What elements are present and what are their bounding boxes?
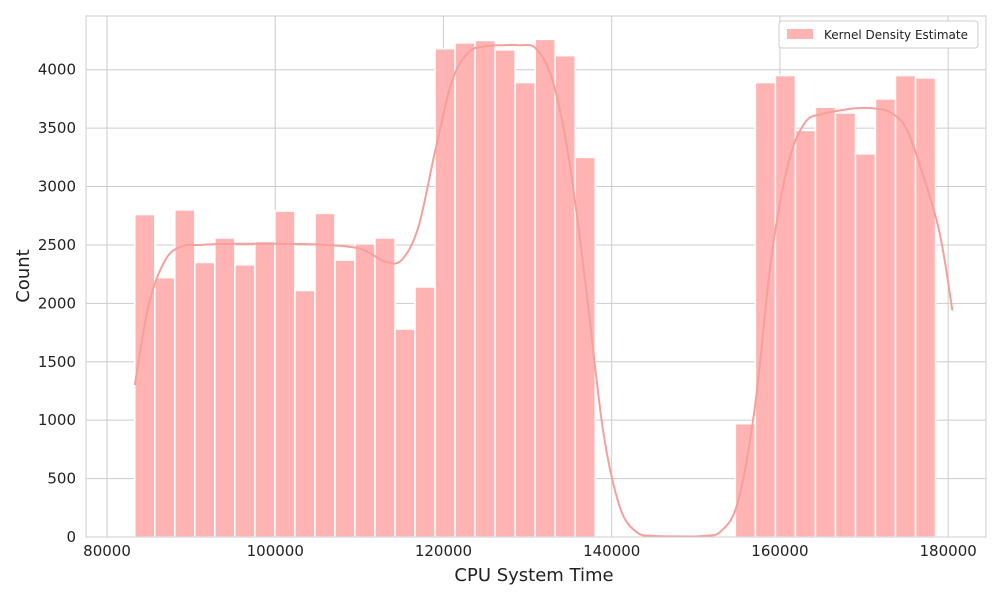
y-tick-label: 2000	[38, 294, 76, 312]
histogram-bar	[334, 259, 356, 538]
legend-box	[778, 20, 979, 49]
histogram-bar	[174, 209, 196, 538]
x-tick-labels: 80000 100000 120000 140000 160000 180000	[83, 542, 977, 560]
y-tick-label: 3500	[38, 119, 76, 137]
histogram-bar	[554, 54, 576, 538]
legend: Kernel Density Estimate	[778, 20, 979, 49]
x-axis-label: CPU System Time	[454, 565, 613, 586]
histogram-bar	[494, 49, 516, 538]
histogram-bar	[394, 328, 416, 538]
histogram-bar	[734, 422, 757, 538]
y-tick-label: 1000	[38, 411, 76, 429]
histogram-bar	[314, 212, 336, 538]
x-tick-label: 100000	[247, 542, 304, 560]
histogram-bar	[374, 237, 396, 538]
y-tick-label: 4000	[38, 61, 76, 79]
x-tick-label: 80000	[83, 542, 131, 560]
y-tick-label: 3000	[38, 178, 76, 196]
histogram-bar	[474, 39, 496, 538]
histogram-bar	[534, 38, 556, 538]
histogram-bar	[774, 74, 797, 538]
y-tick-label: 500	[47, 470, 76, 488]
histogram-bar	[874, 98, 897, 538]
histogram-bar	[514, 81, 536, 538]
kde-curve	[133, 43, 954, 538]
y-tick-label: 1500	[38, 353, 76, 371]
histogram-bar	[434, 47, 456, 538]
histogram-bar	[454, 42, 476, 538]
x-tick-label: 120000	[415, 542, 472, 560]
y-tick-label: 2500	[38, 236, 76, 254]
histogram-bar	[154, 276, 176, 538]
plot-frame	[85, 15, 987, 538]
y-axis-label: Count	[13, 249, 34, 302]
histogram-bar	[134, 213, 156, 538]
y-tick-labels: 0 500 1000 1500 2000 2500 3000 3500 4000	[38, 61, 76, 546]
legend-swatch	[787, 29, 813, 39]
histogram-bar	[794, 129, 817, 538]
y-tick-label: 0	[66, 528, 76, 546]
histogram-bar	[234, 264, 256, 538]
histogram-bar	[194, 261, 216, 538]
plot-border	[85, 15, 987, 538]
histogram-bars	[134, 38, 937, 538]
histogram-bar	[254, 240, 276, 538]
histogram-bar	[854, 153, 877, 538]
histogram-bar	[214, 237, 236, 538]
histogram-bar	[294, 289, 316, 538]
histogram-bar	[914, 77, 937, 538]
histogram-bar	[834, 112, 857, 538]
x-tick-label: 160000	[751, 542, 808, 560]
histogram-bar	[414, 286, 436, 538]
histogram-bar	[274, 210, 296, 538]
x-tick-label: 140000	[583, 542, 640, 560]
histogram-bar	[814, 106, 837, 538]
legend-label: Kernel Density Estimate	[824, 28, 968, 42]
kde-layer	[133, 43, 954, 538]
x-tick-label: 180000	[920, 542, 977, 560]
histogram-bar	[354, 243, 376, 538]
